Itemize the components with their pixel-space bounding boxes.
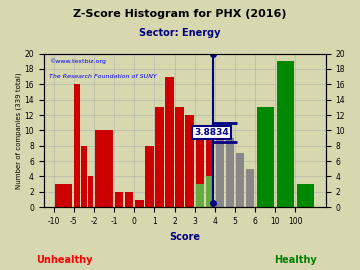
- Bar: [236, 153, 244, 207]
- Y-axis label: Number of companies (339 total): Number of companies (339 total): [15, 72, 22, 189]
- Bar: [145, 146, 154, 207]
- Bar: [175, 107, 184, 207]
- Bar: [195, 184, 204, 207]
- Bar: [195, 138, 204, 207]
- Bar: [206, 138, 214, 207]
- Bar: [55, 184, 72, 207]
- Bar: [246, 169, 255, 207]
- Bar: [277, 61, 294, 207]
- Text: ©www.textbiz.org: ©www.textbiz.org: [49, 58, 106, 64]
- Bar: [115, 192, 123, 207]
- Bar: [216, 161, 224, 207]
- Bar: [226, 138, 234, 207]
- Bar: [226, 161, 234, 207]
- Bar: [297, 184, 314, 207]
- Bar: [95, 130, 113, 207]
- Text: 3.8834: 3.8834: [194, 128, 229, 137]
- Text: Sector: Energy: Sector: Energy: [139, 28, 221, 38]
- Bar: [75, 84, 80, 207]
- Bar: [155, 107, 164, 207]
- X-axis label: Score: Score: [169, 231, 200, 241]
- Bar: [125, 192, 134, 207]
- Text: Unhealthy: Unhealthy: [37, 255, 93, 265]
- Bar: [185, 115, 194, 207]
- Bar: [206, 177, 214, 207]
- Bar: [266, 153, 271, 207]
- Text: Healthy: Healthy: [274, 255, 316, 265]
- Text: Z-Score Histogram for PHX (2016): Z-Score Histogram for PHX (2016): [73, 9, 287, 19]
- Text: The Research Foundation of SUNY: The Research Foundation of SUNY: [49, 73, 157, 79]
- Bar: [88, 177, 93, 207]
- Bar: [259, 153, 265, 207]
- Bar: [216, 177, 224, 207]
- Bar: [257, 107, 274, 207]
- Bar: [216, 138, 224, 207]
- Bar: [165, 77, 174, 207]
- Bar: [81, 146, 87, 207]
- Bar: [135, 200, 144, 207]
